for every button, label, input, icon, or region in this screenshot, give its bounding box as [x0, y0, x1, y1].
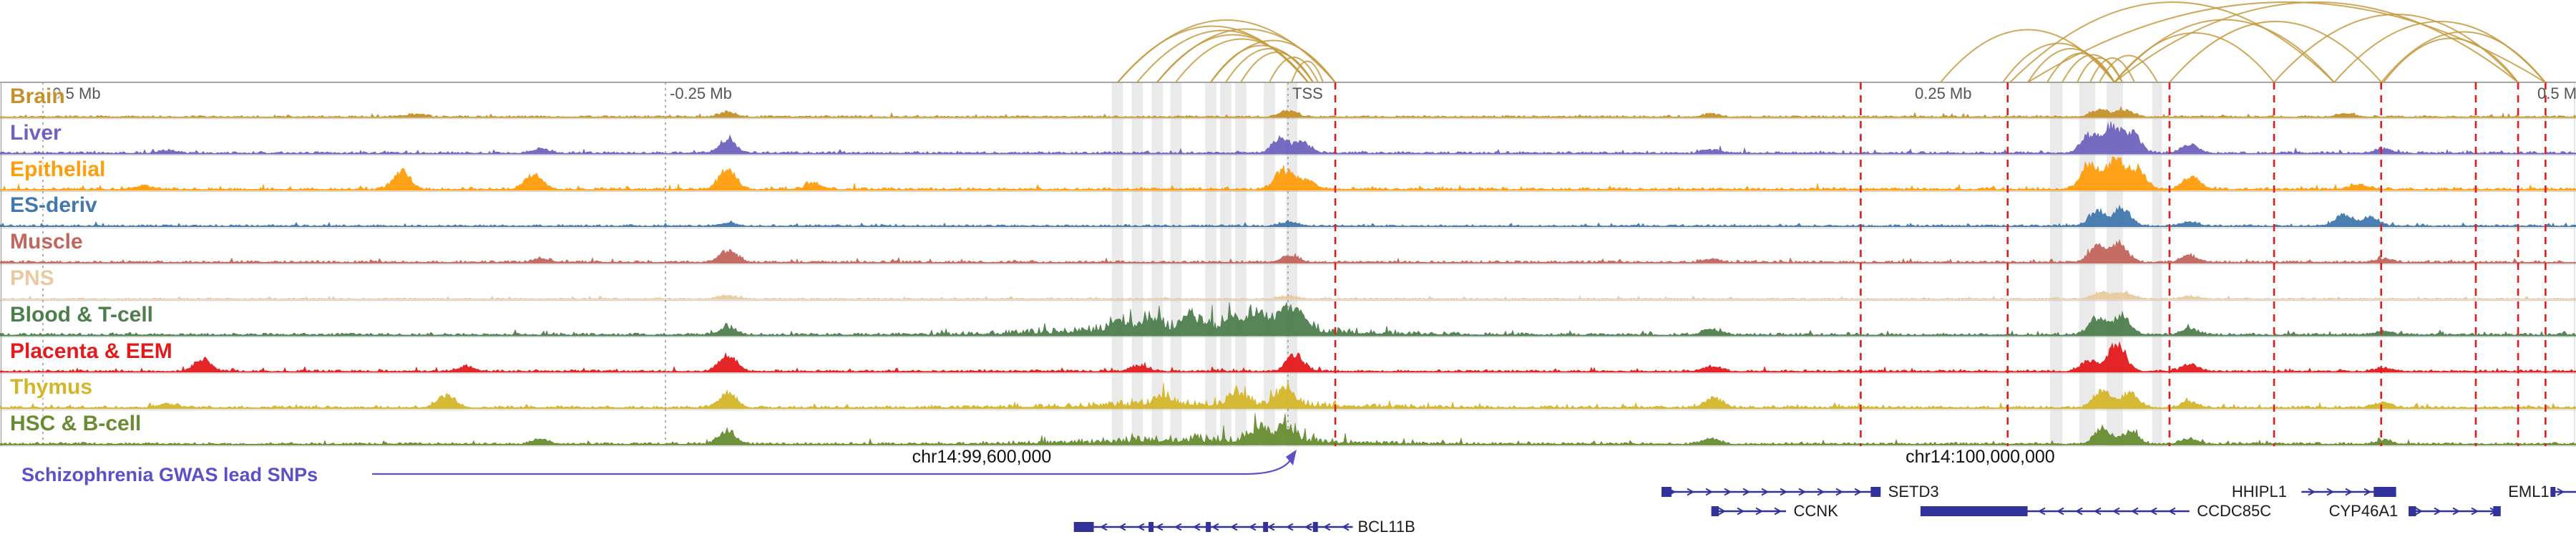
signal-track-epithelial	[0, 156, 2576, 191]
signal-track-brain	[0, 105, 2576, 118]
track-label-thymus: Thymus	[10, 375, 93, 400]
track-label-placenta-eem: Placenta & EEM	[10, 339, 172, 363]
coordinate-label-right: chr14:100,000,000	[1906, 447, 2055, 467]
track-label-brain: Brain	[10, 84, 65, 108]
coordinate-label-left: chr14:99,600,000	[912, 447, 1052, 467]
gene-label-bcl11b: BCL11B	[1357, 518, 1415, 536]
axis-tick-tss: TSS	[1292, 84, 1323, 102]
signal-track-pns	[0, 290, 2576, 300]
gwas-lead-snps-label: Schizophrenia GWAS lead SNPs	[21, 464, 318, 485]
signal-track-thymus	[0, 381, 2576, 410]
track-label-blood-t-cell: Blood & T-cell	[10, 302, 154, 326]
gwas-snp-lines	[1334, 82, 2547, 446]
signal-track-hsc-b-cell	[0, 412, 2576, 445]
axis-tick-minus-0-5: -0.5 Mb	[47, 84, 101, 102]
gene-label-ccdc85c: CCDC85C	[2197, 502, 2272, 520]
track-label-hsc-b-cell: HSC & B-cell	[10, 412, 142, 436]
axis-tick-minus-0-25: -0.25 Mb	[670, 84, 732, 102]
track-label-liver: Liver	[10, 120, 62, 145]
signal-track-liver	[0, 121, 2576, 155]
gene-label-eml1: EML1	[2508, 483, 2550, 500]
gene-models	[1073, 487, 2576, 532]
track-label-epithelial: Epithelial	[10, 157, 106, 181]
interaction-arcs	[1117, 1, 2546, 83]
signal-track-blood-t-cell	[0, 302, 2576, 337]
track-label-pns: PNS	[10, 266, 54, 290]
gene-label-cyp46a1: CYP46A1	[2328, 502, 2399, 520]
signal-track-muscle	[0, 238, 2576, 263]
track-label-muscle: Muscle	[10, 230, 83, 254]
gene-label-ccnk: CCNK	[1793, 502, 1838, 520]
signal-track-placenta-eem	[0, 341, 2576, 373]
track-label-es-deriv: ES-deriv	[10, 193, 97, 218]
gene-label-hhipl1: HHIPL1	[2231, 483, 2287, 500]
gene-label-setd3: SETD3	[1888, 483, 1939, 500]
axis-tick-plus-0-25: 0.25 Mb	[1915, 84, 1972, 102]
signal-track-es-deriv	[0, 204, 2576, 228]
axis-tick-plus-0-5: 0.5 Mb	[2537, 84, 2576, 102]
gwas-arrow	[372, 450, 1297, 475]
